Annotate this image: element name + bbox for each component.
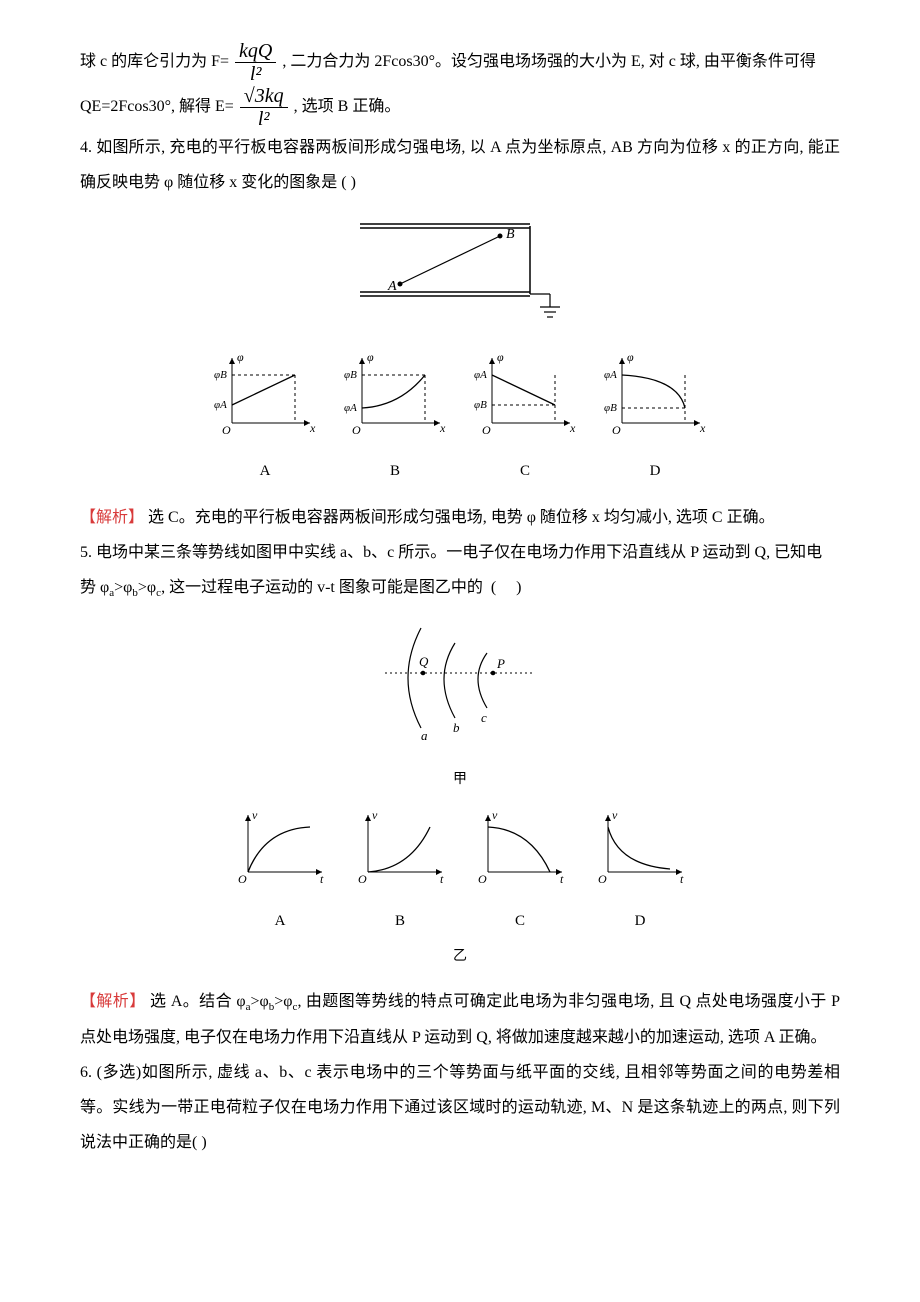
svg-text:x: x xyxy=(569,421,576,435)
svg-text:v: v xyxy=(612,808,618,822)
svg-text:O: O xyxy=(352,423,361,437)
q3-fraction-2: √3kq l² xyxy=(240,85,288,130)
svg-text:c: c xyxy=(481,710,487,725)
svg-text:O: O xyxy=(478,872,487,886)
svg-text:φB: φB xyxy=(344,369,357,381)
q4-capacitor-figure: A B xyxy=(80,212,840,335)
q4-analysis-text: 选 C。充电的平行板电容器两板间形成匀强电场, 电势 φ 随位移 x 均匀减小,… xyxy=(148,509,775,526)
q3-pretext: 球 c 的库仑引力为 F= xyxy=(80,53,233,70)
svg-text:t: t xyxy=(440,872,444,886)
svg-text:φ: φ xyxy=(497,350,504,364)
q3-midtext-1: , 二力合力为 2Fcos30°。设匀强电场场强的大小为 E, 对 c 球, 由… xyxy=(282,53,816,70)
svg-text:t: t xyxy=(320,872,324,886)
q3-fraction-1: kqQ l² xyxy=(235,40,276,85)
q5-jia-caption: 甲 xyxy=(80,765,840,796)
q4-graph-B: φ x O φB φA xyxy=(340,348,450,438)
q5-stem-1: 5. 电场中某三条等势线如图甲中实线 a、b、c 所示。一电子仅在电场力作用下沿… xyxy=(80,535,840,570)
svg-text:a: a xyxy=(421,728,428,743)
q5-equipotential-svg: a b c Q P xyxy=(375,618,545,748)
q4-graph-C: φ x O φA φB xyxy=(470,348,580,438)
q4-option-C: φ x O φA φB C xyxy=(470,348,580,488)
svg-text:O: O xyxy=(222,423,231,437)
svg-text:O: O xyxy=(482,423,491,437)
svg-text:Q: Q xyxy=(419,654,429,669)
svg-text:φ: φ xyxy=(627,350,634,364)
svg-text:O: O xyxy=(598,872,607,886)
q3-tail-line1: 球 c 的库仑引力为 F= kqQ l² , 二力合力为 2Fcos30°。设匀… xyxy=(80,40,840,85)
svg-text:φA: φA xyxy=(604,369,617,381)
q5-option-D: v t O D xyxy=(590,807,690,937)
svg-text:v: v xyxy=(492,808,498,822)
svg-text:v: v xyxy=(372,808,378,822)
q4-options-figure: φ x O φB φA A φ x O φB φA xyxy=(80,348,840,488)
svg-text:φ: φ xyxy=(237,350,244,364)
svg-text:t: t xyxy=(680,872,684,886)
point-B-label: B xyxy=(506,227,515,242)
q5-stem-2: 势 φa>φb>φc, 这一过程电子运动的 v-t 图象可能是图乙中的 ( ) xyxy=(80,570,840,605)
svg-text:v: v xyxy=(252,808,258,822)
q4-option-B: φ x O φB φA B xyxy=(340,348,450,488)
q4-graph-D: φ x O φA φB xyxy=(600,348,710,438)
q5-graph-B: v t O xyxy=(350,807,450,887)
q5-option-B: v t O B xyxy=(350,807,450,937)
q5-figure-jia: a b c Q P 甲 xyxy=(80,618,840,796)
q3-midtext-2: , 选项 B 正确。 xyxy=(294,98,401,115)
analysis-marker: 【解析】 xyxy=(80,509,144,526)
q4-option-A: φ x O φB φA A xyxy=(210,348,320,488)
q5-graph-C: v t O xyxy=(470,807,570,887)
svg-text:b: b xyxy=(453,720,460,735)
svg-text:φB: φB xyxy=(214,369,227,381)
svg-text:φB: φB xyxy=(604,402,617,414)
q4-graph-A: φ x O φB φA xyxy=(210,348,320,438)
svg-text:x: x xyxy=(439,421,446,435)
svg-text:φB: φB xyxy=(474,399,487,411)
q5-graph-A: v t O xyxy=(230,807,330,887)
svg-text:x: x xyxy=(699,421,706,435)
svg-text:t: t xyxy=(560,872,564,886)
point-A-label: A xyxy=(387,279,397,294)
svg-text:O: O xyxy=(238,872,247,886)
q5-graph-D: v t O xyxy=(590,807,690,887)
capacitor-svg: A B xyxy=(340,212,580,322)
q4-analysis: 【解析】 选 C。充电的平行板电容器两板间形成匀强电场, 电势 φ 随位移 x … xyxy=(80,500,840,535)
q4-stem: 4. 如图所示, 充电的平行板电容器两板间形成匀强电场, 以 A 点为坐标原点,… xyxy=(80,130,840,200)
svg-text:O: O xyxy=(612,423,621,437)
svg-text:φA: φA xyxy=(214,399,227,411)
q6-stem: 6. (多选)如图所示, 虚线 a、b、c 表示电场中的三个等势面与纸平面的交线… xyxy=(80,1055,840,1161)
svg-text:φ: φ xyxy=(367,350,374,364)
q4-option-D: φ x O φA φB D xyxy=(600,348,710,488)
q5-options-figure: v t O A v t O B xyxy=(80,807,840,972)
q5-option-A: v t O A xyxy=(230,807,330,937)
svg-text:P: P xyxy=(496,656,505,671)
q5-option-C: v t O C xyxy=(470,807,570,937)
svg-text:φA: φA xyxy=(474,369,487,381)
q5-analysis: 【解析】 选 A。结合 φa>φb>φc, 由题图等势线的特点可确定此电场为非匀… xyxy=(80,984,840,1055)
q3-tail-line2: QE=2Fcos30°, 解得 E= √3kq l² , 选项 B 正确。 xyxy=(80,85,840,130)
svg-text:x: x xyxy=(309,421,316,435)
svg-text:φA: φA xyxy=(344,402,357,414)
q3-pretext-2: QE=2Fcos30°, 解得 E= xyxy=(80,98,238,115)
analysis-marker: 【解析】 xyxy=(80,993,146,1010)
q5-yi-caption: 乙 xyxy=(80,942,840,973)
svg-text:O: O xyxy=(358,872,367,886)
